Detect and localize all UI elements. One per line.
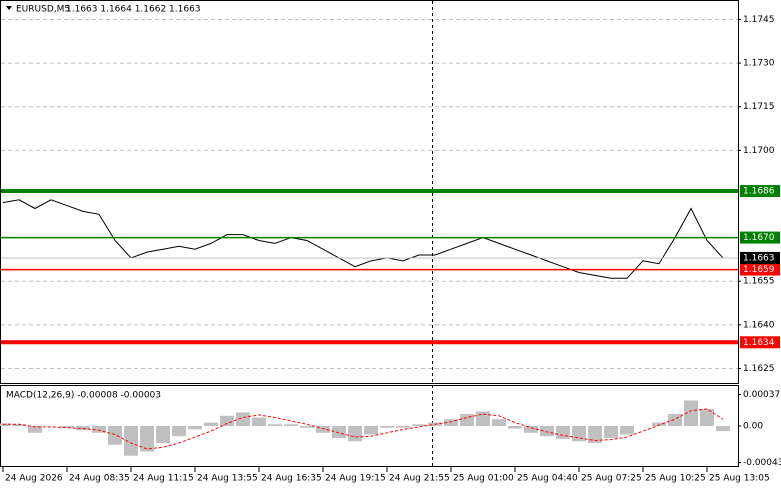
histogram-bar: [364, 426, 378, 435]
histogram-bar: [684, 400, 698, 426]
level-box: [740, 231, 780, 244]
y-tick-label: 0.00037: [743, 390, 780, 400]
histogram-bar: [508, 426, 522, 429]
last-price-label: 1.1663: [743, 253, 775, 263]
histogram-bar: [220, 415, 234, 426]
histogram-bar: [268, 424, 282, 426]
histogram-bar: [316, 426, 330, 433]
histogram-bar: [492, 419, 506, 426]
y-tick-label: -0.00043: [743, 458, 781, 468]
y-tick-label: 1.1625: [743, 364, 775, 374]
histogram-bar: [460, 414, 474, 426]
last-price-box: [740, 251, 780, 264]
histogram-bar: [700, 408, 714, 426]
histogram-bar: [188, 426, 202, 430]
level-label: 1.1659: [743, 265, 775, 275]
x-tick-label: 25 Aug 10:25: [645, 474, 706, 484]
histogram-bar: [156, 426, 170, 444]
histogram-bar: [668, 414, 682, 426]
line: [3, 408, 724, 450]
histogram-bar: [348, 426, 362, 442]
level-label: 1.1634: [743, 338, 775, 348]
histogram-bar: [28, 426, 42, 433]
y-tick-label: 1.1745: [743, 15, 775, 25]
x-tick-label: 24 Aug 16:35: [261, 474, 322, 484]
histogram-bar: [92, 426, 106, 433]
histogram-bar: [300, 426, 314, 428]
ohlc: 1.1663 1.1664 1.1662 1.1663: [66, 5, 201, 15]
y-tick-label: 0.00: [743, 422, 763, 432]
histogram-bar: [652, 422, 666, 426]
x-tick-label: 25 Aug 13:05: [709, 474, 770, 484]
histogram-bar: [588, 426, 602, 444]
histogram-bar: [172, 426, 186, 437]
level-label: 1.1670: [743, 233, 775, 243]
x-tick-label: 24 Aug 2026: [5, 474, 63, 484]
histogram-bar: [204, 422, 218, 426]
x-tick-label: 24 Aug 13:55: [197, 474, 258, 484]
macd-title: MACD(12,26,9) -0.00008 -0.00003: [6, 391, 161, 401]
histogram-bar: [140, 426, 154, 452]
y-tick-label: 1.1715: [743, 102, 775, 112]
x-tick-label: 25 Aug 07:25: [581, 474, 642, 484]
level-box: [740, 336, 780, 349]
y-tick-label: 1.1655: [743, 277, 775, 287]
histogram-bar: [716, 426, 730, 432]
histogram-bar: [252, 417, 266, 426]
x-tick-label: 24 Aug 21:55: [389, 474, 450, 484]
line: [2, 199, 724, 279]
price-panel: [0, 0, 739, 384]
histogram-bar: [540, 426, 554, 437]
x-tick-label: 24 Aug 11:15: [133, 474, 194, 484]
histogram-bar: [396, 426, 410, 428]
x-tick-label: 24 Aug 19:15: [325, 474, 386, 484]
histogram-bar: [124, 426, 138, 456]
level-box: [740, 263, 780, 276]
x-tick-label: 24 Aug 08:35: [69, 474, 130, 484]
histogram-bar: [620, 426, 634, 435]
histogram-bar: [524, 426, 538, 433]
histogram-bar: [236, 412, 250, 426]
x-tick-label: 25 Aug 01:00: [453, 474, 514, 484]
histogram-bar: [380, 426, 394, 428]
histogram-bar: [556, 426, 570, 439]
level-box: [740, 185, 780, 198]
histogram-bar: [604, 426, 618, 438]
histogram-bar: [412, 424, 426, 426]
symbol: EURUSD,M5: [16, 5, 70, 15]
y-tick-label: 1.1640: [743, 320, 775, 330]
histogram-bar: [332, 426, 346, 438]
histogram-bar: [476, 411, 490, 426]
histogram-bar: [284, 424, 298, 426]
histogram-bar: [444, 419, 458, 426]
level-label: 1.1686: [743, 187, 775, 197]
histogram-bar: [60, 426, 74, 428]
histogram-bar: [572, 426, 586, 442]
y-tick-label: 1.1700: [743, 146, 775, 156]
x-tick-label: 25 Aug 04:40: [517, 474, 578, 484]
histogram-bar: [108, 426, 122, 445]
menu-arrow: [6, 6, 12, 10]
y-tick-label: 1.1730: [743, 59, 775, 69]
histogram-bar: [12, 424, 26, 426]
